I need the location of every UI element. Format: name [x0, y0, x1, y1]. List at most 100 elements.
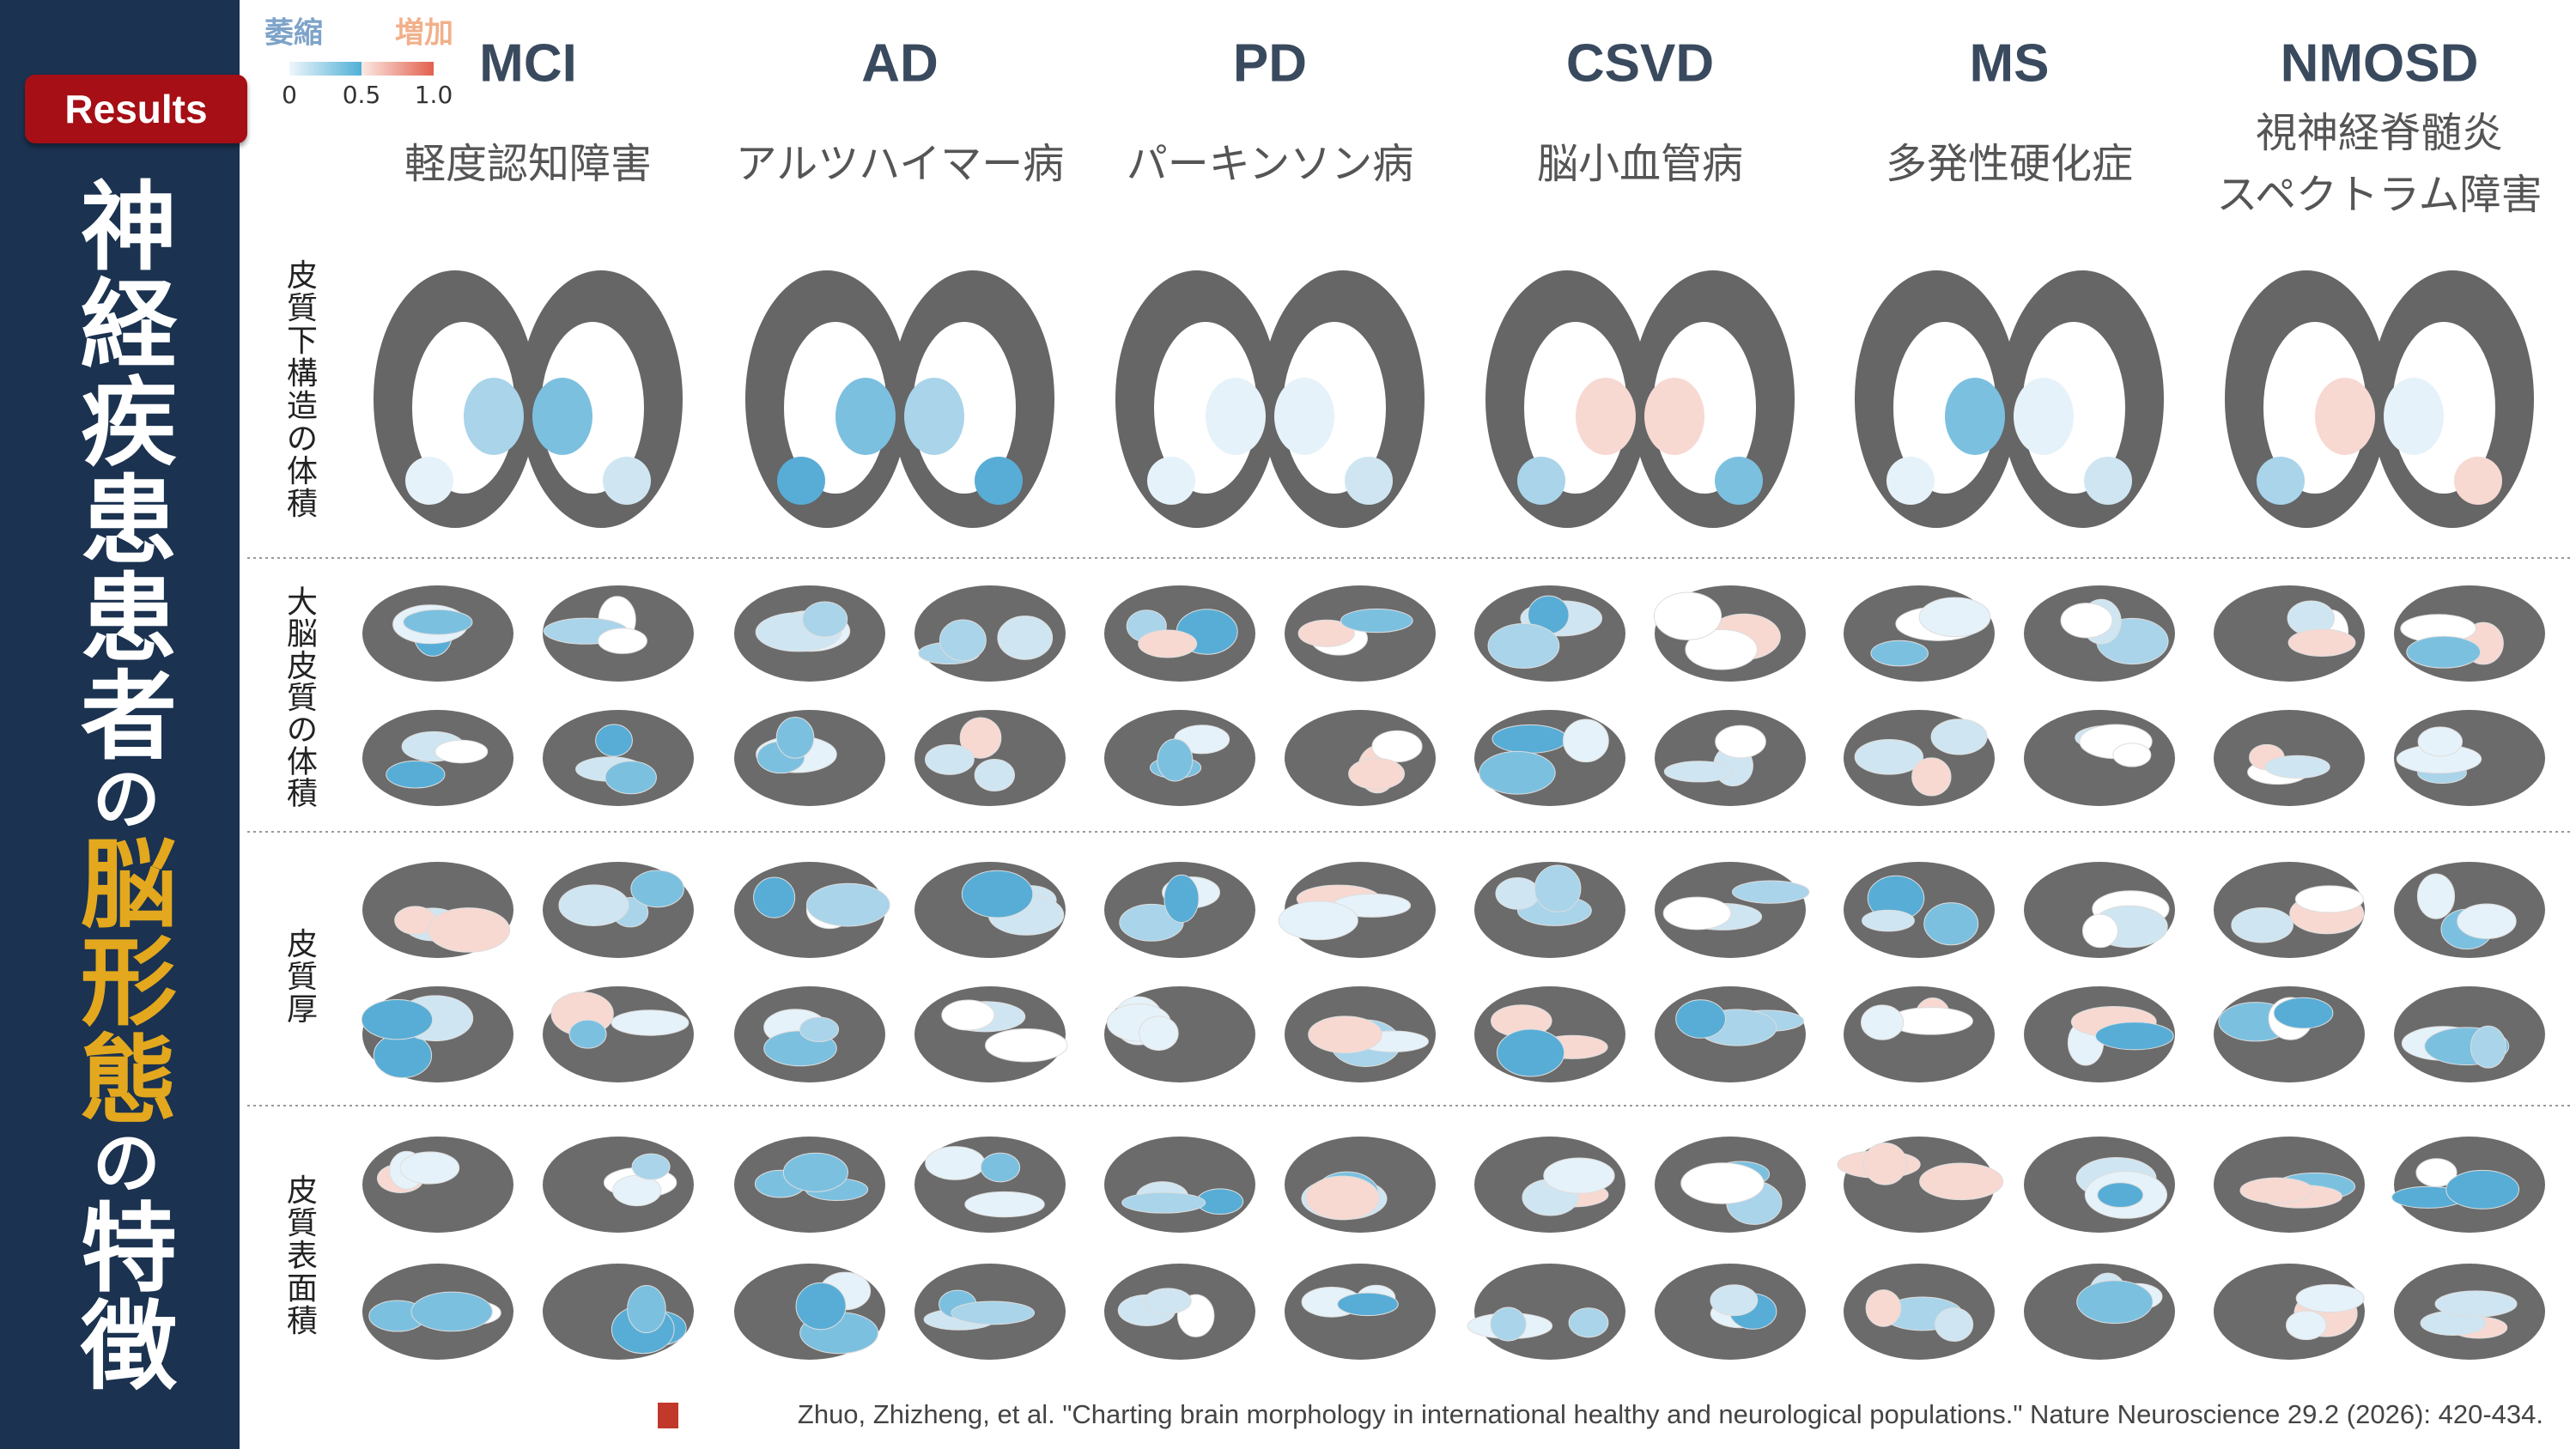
cortex-region [1492, 724, 1568, 754]
row-label-char: 厚 [287, 992, 318, 1028]
cortex-region [775, 717, 815, 759]
cortex-view [734, 862, 890, 958]
cortex-region [2287, 628, 2356, 657]
legend-increase: 増加 [395, 16, 453, 51]
cortex-region [925, 743, 975, 775]
cortex-view [914, 710, 1066, 806]
cortex-region [2415, 1158, 2458, 1187]
results-badge: Results [25, 75, 247, 143]
row-label-char: 積 [287, 1304, 318, 1339]
cortex-region [1930, 718, 1988, 755]
cortex-view [1844, 986, 1995, 1082]
subcortical-region [1644, 378, 1704, 455]
cortex-view [1653, 585, 1806, 682]
title-part: 神経疾患患者 [64, 176, 176, 763]
cortex-region [1496, 1028, 1565, 1077]
column-name: 視神経脊髄炎 [2256, 109, 2503, 157]
subcortical-region [2315, 378, 2375, 455]
cortex-region [1731, 880, 1810, 904]
cortex-view [2214, 862, 2365, 958]
cortex-region [1278, 900, 1358, 941]
cortex-region [964, 1191, 1045, 1218]
cortex-region [2264, 755, 2330, 779]
cortex-view [1104, 585, 1255, 682]
coronal-brain [1115, 270, 1425, 528]
cortex-region [2095, 1022, 2174, 1051]
cortex-region [974, 759, 1015, 791]
cortex-view [362, 1264, 513, 1360]
cortex-view [734, 710, 885, 806]
row-label-char: 質 [287, 291, 318, 326]
column-name: 脳小血管病 [1537, 140, 1743, 188]
cortex-region [1495, 877, 1540, 910]
cortex-view [2024, 862, 2175, 958]
subcortical-region [2014, 378, 2074, 455]
cortex-region [1305, 1175, 1380, 1221]
cortex-region [1144, 1288, 1192, 1314]
cortex-view [2214, 1264, 2365, 1360]
cortex-view [1844, 1264, 1995, 1360]
cortex-region [399, 1151, 460, 1185]
cortex-region [2097, 1182, 2144, 1208]
cortex-view [362, 862, 513, 958]
cortex-region [1371, 730, 1423, 763]
cortex-view [1655, 862, 1810, 958]
row-label-char: 皮 [287, 927, 318, 962]
cortex-view [734, 585, 885, 682]
cortex-view [1467, 1264, 1625, 1360]
cortex-region [2295, 1283, 2365, 1313]
subcortical-region [1147, 457, 1195, 505]
column-abbr: MS [1970, 33, 2050, 93]
cortex-region [1715, 724, 1766, 759]
cortex-region [1563, 718, 1609, 763]
subcortical-region [1274, 378, 1334, 455]
coronal-brain [1485, 270, 1795, 528]
cortex-view [1655, 986, 1806, 1082]
cortex-region [925, 1146, 986, 1180]
cortex-region [403, 609, 473, 635]
cortex-view [543, 710, 694, 806]
cortex-region [605, 761, 657, 795]
cortex-region [1487, 622, 1560, 669]
cortex-region [1710, 1284, 1759, 1317]
legend-tick: 0.5 [343, 81, 381, 109]
cortex-view [1104, 1137, 1255, 1233]
subcortical-region [405, 457, 453, 505]
cortex-view [2394, 862, 2545, 958]
row-label-char: 体 [287, 744, 318, 779]
row-label-char: 造 [287, 389, 318, 424]
row-label-char: 表 [287, 1239, 318, 1274]
cortex-region [753, 876, 796, 919]
cortex-region [1479, 750, 1556, 795]
cortex-region [2060, 603, 2113, 639]
cortex-region [1923, 902, 1979, 946]
legend-bar [361, 62, 434, 76]
cortex-region [361, 999, 434, 1040]
title-part: の [81, 763, 161, 834]
legend-tick: 1.0 [415, 81, 453, 109]
sidebar: Results 神経疾患患者の脳形態の特徴 [0, 0, 247, 1449]
cortex-region [1919, 1162, 2004, 1201]
cortex-surface [543, 1264, 694, 1360]
cortex-region [2417, 726, 2464, 757]
cortex-region [2112, 743, 2152, 767]
cortex-region [1663, 761, 1734, 783]
cortex-region [2445, 1169, 2520, 1210]
cortex-region [1862, 1142, 1908, 1185]
cortex-view [1844, 710, 1995, 806]
cortex-view [2394, 1264, 2545, 1360]
cortex-view [1474, 585, 1625, 682]
subcortical-region [777, 457, 825, 505]
subcortical-region [2454, 457, 2502, 505]
cortex-view [1104, 710, 1255, 806]
column-abbr: MCI [479, 33, 577, 93]
cortex-region [1121, 1191, 1206, 1214]
cortex-region [2076, 1280, 2154, 1325]
row-label-char: の [287, 712, 318, 748]
cortex-region [1543, 1157, 1615, 1194]
cortex-region [1348, 757, 1406, 791]
subcortical-region [2257, 457, 2305, 505]
cortex-region [1308, 1016, 1382, 1054]
cortex-view [1285, 1264, 1436, 1360]
row-label-char: 皮 [287, 649, 318, 684]
